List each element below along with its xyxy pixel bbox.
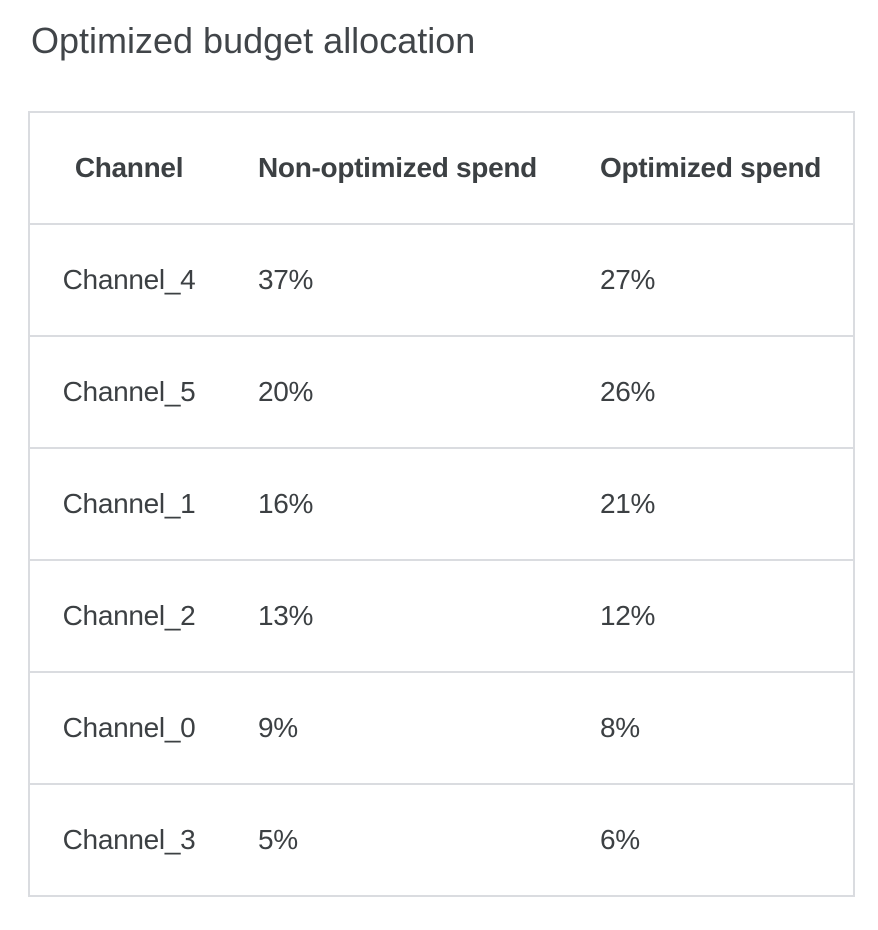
cell-optimized-spend: 6% <box>600 824 640 855</box>
column-header-channel: Channel <box>74 152 184 183</box>
cell-non-optimized-spend: 13% <box>258 600 314 631</box>
cell-channel: Channel_3 <box>62 824 196 855</box>
column-header-optimized-spend: Optimized spend <box>600 152 822 183</box>
cell-channel: Channel_5 <box>62 376 196 407</box>
cell-non-optimized-spend: 37% <box>258 264 314 295</box>
table-row: Channel_3 5% 6% <box>29 784 854 896</box>
cell-channel: Channel_2 <box>62 600 196 631</box>
cell-non-optimized-spend: 16% <box>258 488 314 519</box>
table-row: Channel_1 16% 21% <box>29 448 854 560</box>
table-row: Channel_4 37% 27% <box>29 224 854 336</box>
column-header-non-optimized-spend: Non-optimized spend <box>258 152 537 183</box>
cell-optimized-spend: 27% <box>600 264 656 295</box>
table-row: Channel_0 9% 8% <box>29 672 854 784</box>
cell-optimized-spend: 12% <box>600 600 656 631</box>
cell-non-optimized-spend: 20% <box>258 376 314 407</box>
cell-non-optimized-spend: 9% <box>258 712 298 743</box>
page-title: Optimized budget allocation <box>31 20 476 61</box>
cell-non-optimized-spend: 5% <box>258 824 298 855</box>
table-row: Channel_5 20% 26% <box>29 336 854 448</box>
table-header: Channel Non-optimized spend Optimized sp… <box>29 112 854 224</box>
cell-channel: Channel_1 <box>62 488 196 519</box>
cell-optimized-spend: 26% <box>600 376 656 407</box>
cell-optimized-spend: 8% <box>600 712 640 743</box>
table-header-row: Channel Non-optimized spend Optimized sp… <box>29 112 854 224</box>
cell-optimized-spend: 21% <box>600 488 656 519</box>
table-row: Channel_2 13% 12% <box>29 560 854 672</box>
cell-channel: Channel_0 <box>62 712 196 743</box>
table-body: Channel_4 37% 27% Channel_5 20% 26% Channel_1 1… <box>29 224 854 896</box>
cell-channel: Channel_4 <box>62 264 196 295</box>
budget-allocation-table: Channel Non-optimized spend Optimized sp… <box>28 111 855 897</box>
